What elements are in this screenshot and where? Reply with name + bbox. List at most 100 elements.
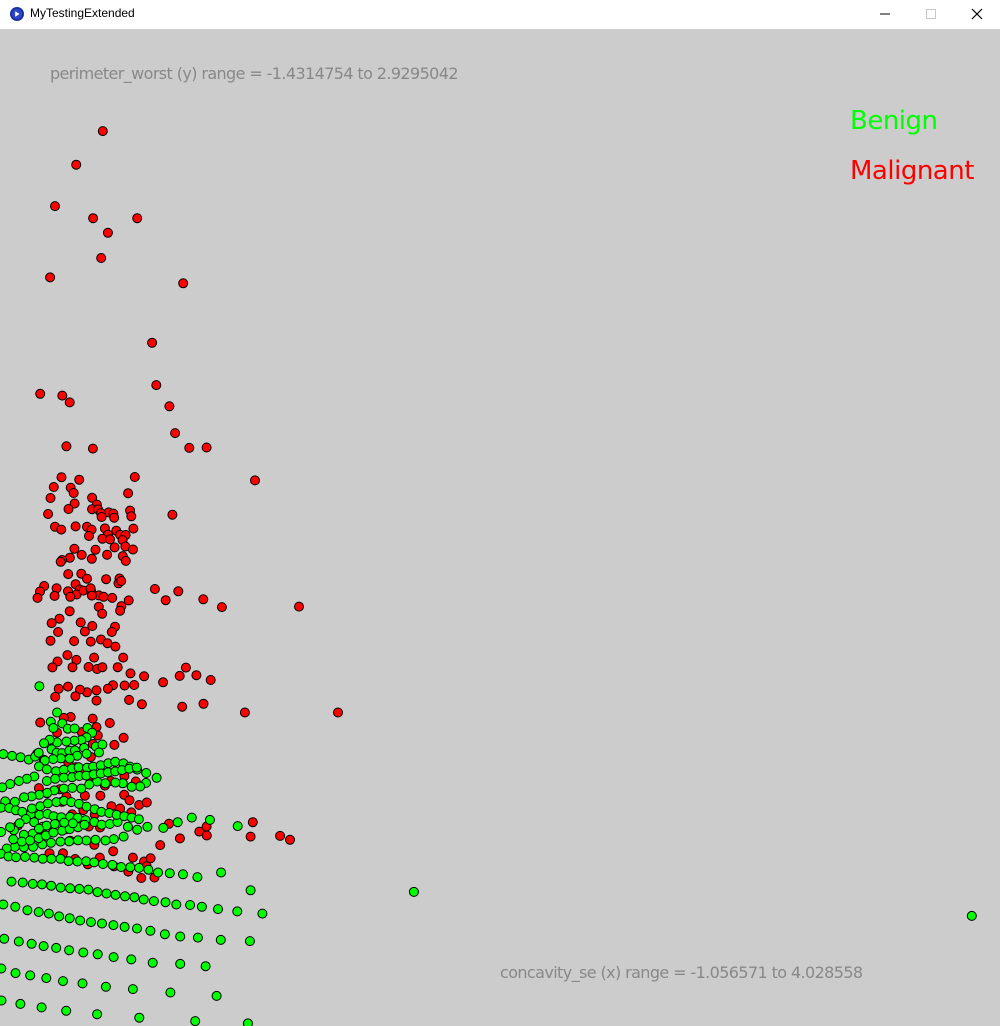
benign-point: [58, 772, 69, 783]
malignant-point: [112, 662, 123, 673]
benign-point: [55, 836, 66, 847]
data-points: [0, 126, 977, 1026]
malignant-point: [136, 873, 147, 883]
malignant-point: [50, 201, 60, 212]
malignant-point: [216, 602, 227, 613]
malignant-point: [69, 498, 80, 509]
benign-point: [165, 987, 176, 998]
malignant-point: [56, 472, 67, 483]
benign-point: [29, 852, 40, 863]
benign-point: [132, 824, 143, 835]
malignant-point: [64, 397, 75, 408]
maximize-button[interactable]: [908, 0, 954, 29]
malignant-point: [102, 549, 113, 560]
benign-point: [100, 835, 111, 846]
benign-point: [64, 913, 75, 924]
malignant-point: [47, 662, 58, 673]
malignant-point: [63, 681, 73, 692]
close-button[interactable]: [954, 0, 1000, 29]
benign-point: [244, 936, 255, 947]
benign-point: [138, 894, 149, 905]
benign-point: [966, 910, 977, 921]
benign-point: [122, 821, 133, 832]
benign-point: [55, 882, 66, 893]
benign-point: [126, 781, 137, 792]
benign-point: [33, 747, 44, 758]
benign-point: [14, 818, 25, 829]
benign-point: [25, 970, 36, 981]
benign-point: [110, 889, 121, 900]
benign-point: [132, 923, 142, 934]
benign-point: [46, 880, 57, 891]
benign-point: [39, 738, 49, 749]
benign-point: [63, 856, 74, 867]
benign-point: [178, 869, 188, 880]
malignant-point: [53, 627, 64, 637]
benign-point: [89, 857, 100, 868]
minimize-button[interactable]: [862, 0, 908, 29]
benign-point: [92, 949, 103, 960]
benign-point: [175, 958, 186, 969]
malignant-point: [85, 636, 96, 647]
benign-point: [245, 885, 256, 896]
close-icon: [971, 8, 983, 20]
benign-point: [81, 835, 92, 846]
benign-point: [215, 934, 226, 945]
malignant-point: [87, 621, 98, 631]
benign-point: [52, 707, 63, 718]
benign-point: [151, 772, 162, 783]
benign-point: [192, 872, 203, 883]
malignant-point: [201, 830, 212, 841]
benign-point: [186, 812, 197, 823]
benign-point: [145, 925, 156, 936]
benign-point: [61, 1005, 72, 1016]
malignant-point: [83, 662, 94, 672]
benign-point: [20, 851, 31, 862]
benign-point: [41, 764, 52, 775]
benign-point: [94, 747, 104, 758]
benign-point: [79, 819, 90, 830]
benign-point: [100, 981, 111, 992]
benign-point: [142, 821, 153, 832]
benign-point: [37, 853, 48, 864]
malignant-point: [247, 817, 258, 828]
benign-point: [75, 915, 86, 926]
benign-point: [125, 862, 136, 873]
malignant-point: [102, 227, 113, 238]
benign-point: [131, 762, 142, 773]
malignant-point: [97, 126, 108, 137]
benign-point: [86, 917, 96, 928]
malignant-point: [164, 401, 175, 412]
malignant-point: [158, 677, 169, 688]
benign-point: [83, 884, 94, 895]
benign-point: [77, 978, 88, 989]
malignant-point: [174, 670, 185, 681]
malignant-point: [123, 595, 134, 606]
title-bar: MyTestingExtended: [0, 0, 1000, 29]
benign-point: [14, 776, 24, 786]
benign-point: [5, 822, 16, 833]
malignant-point: [141, 797, 152, 808]
malignant-point: [89, 652, 100, 663]
malignant-point: [45, 272, 56, 283]
malignant-point: [129, 680, 140, 690]
benign-point: [0, 899, 9, 910]
benign-point: [42, 798, 53, 809]
benign-point: [192, 932, 203, 943]
processing-app-icon: [10, 7, 24, 21]
benign-point: [41, 973, 52, 984]
malignant-point: [91, 695, 102, 706]
malignant-point: [87, 713, 98, 724]
benign-point: [147, 957, 158, 968]
benign-point: [74, 883, 85, 894]
malignant-point: [275, 830, 286, 841]
malignant-point: [118, 652, 129, 663]
benign-point: [98, 859, 108, 869]
malignant-point: [57, 390, 68, 401]
malignant-point: [173, 586, 184, 597]
malignant-point: [107, 592, 118, 603]
x-axis-range-label: concavity_se (x) range = -1.056571 to 4.…: [500, 963, 863, 983]
benign-point: [67, 782, 78, 793]
benign-point: [257, 908, 268, 919]
benign-point: [135, 781, 146, 792]
